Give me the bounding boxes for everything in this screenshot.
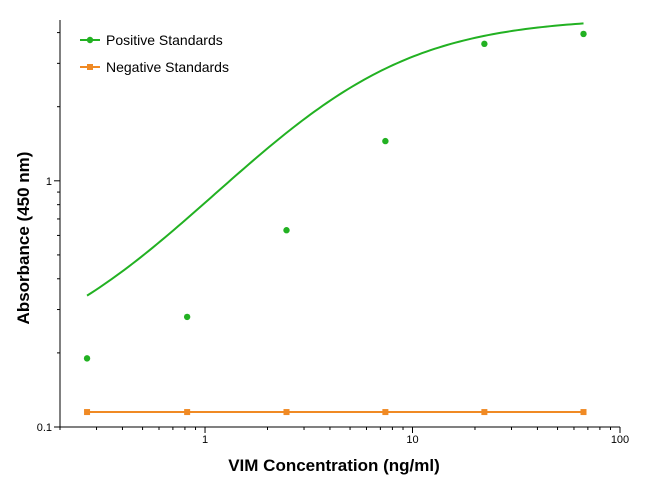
x-axis-title: VIM Concentration (ng/ml) (228, 456, 440, 475)
negative-data-point (481, 409, 488, 416)
x-tick-label: 1 (202, 434, 208, 446)
legend-item-positive: Positive Standards (80, 32, 223, 48)
negative-data-point (184, 409, 191, 416)
positive-data-point (481, 40, 488, 48)
positive-data-point (283, 227, 290, 234)
negative-data-point (283, 409, 290, 416)
y-axis-title: Absorbance (450 nm) (14, 152, 33, 325)
axes: 1 10 100 0.1 1 (37, 20, 629, 446)
negative-data-point (580, 409, 587, 416)
series-layer (83, 22, 587, 416)
positive-data-point (580, 30, 587, 38)
legend-label: Negative Standards (106, 59, 229, 75)
negative-data-point (84, 409, 91, 416)
legend-swatch-marker (86, 36, 94, 44)
x-tick-label: 100 (611, 434, 629, 446)
y-tick-label: 0.1 (37, 422, 52, 434)
positive-data-point (183, 313, 191, 321)
positive-data-point (382, 137, 389, 145)
legend-label: Positive Standards (106, 32, 223, 48)
legend-swatch-marker (87, 64, 93, 70)
legend: Positive Standards Negative Standards (80, 32, 229, 75)
legend-item-negative: Negative Standards (80, 59, 229, 75)
y-tick-label: 1 (46, 176, 52, 188)
x-tick-label: 10 (406, 434, 418, 446)
positive-data-point (83, 355, 91, 362)
positive-fit-curve (86, 22, 584, 297)
negative-data-point (382, 409, 389, 416)
